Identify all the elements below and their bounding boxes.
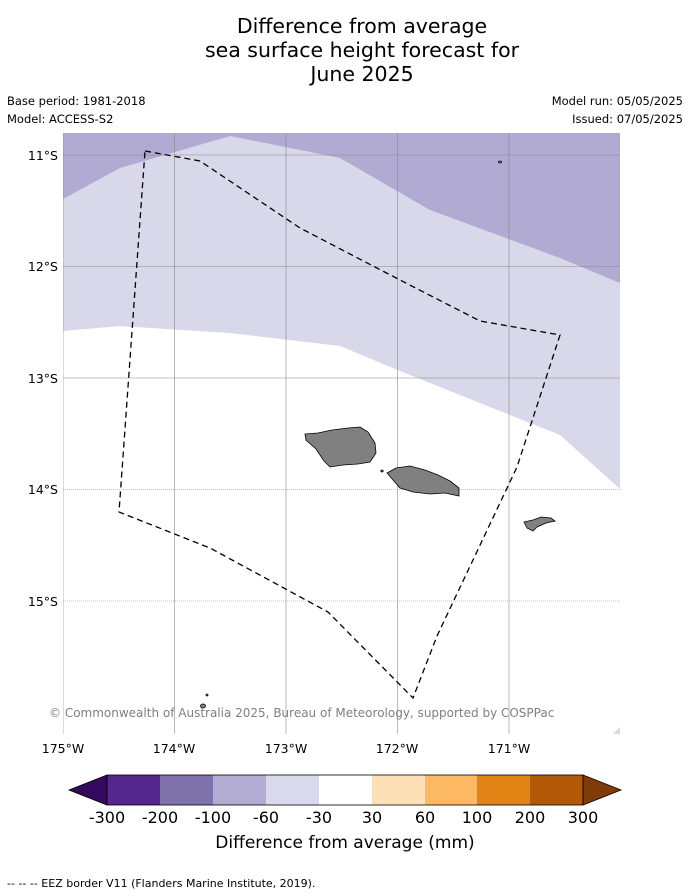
title-line-1: Difference from average xyxy=(236,14,488,38)
title-line-2: sea surface height forecast for xyxy=(204,38,520,62)
colorbar-tick-5: -30 xyxy=(305,808,333,827)
map-corner-mark xyxy=(613,727,620,734)
eez-footnote: -- -- -- EEZ border V11 (Flanders Marine… xyxy=(7,877,316,890)
colorbar-tick-2: -200 xyxy=(141,808,179,827)
colorbar-tick-4: -60 xyxy=(252,808,280,827)
islet-southwest xyxy=(200,703,206,709)
lat-label-12s: 12°S xyxy=(27,259,58,274)
grid-lines xyxy=(63,133,620,734)
chart-title: Difference from average sea surface heig… xyxy=(0,14,690,86)
colorbar-segment-1 xyxy=(107,775,160,805)
colorbar-segment-8 xyxy=(477,775,530,805)
lat-label-13s: 13°S xyxy=(27,371,58,386)
upolu-island xyxy=(386,465,460,497)
colorbar-tick-7: 60 xyxy=(414,808,436,827)
title-line-3: June 2025 xyxy=(310,62,414,86)
lon-label-175w: 175°W xyxy=(41,741,85,756)
lon-label-174w: 174°W xyxy=(152,741,196,756)
band-medium-lavender xyxy=(63,133,620,283)
islet-north xyxy=(498,160,502,164)
colorbar-segment-9 xyxy=(530,775,583,805)
model-name: Model: ACCESS-S2 xyxy=(7,112,114,126)
colorbar xyxy=(67,774,623,806)
savaii-island xyxy=(304,426,377,468)
islands xyxy=(200,160,556,709)
colorbar-tick-3: -100 xyxy=(194,808,232,827)
base-period: Base period: 1981-2018 xyxy=(7,94,146,108)
model-run: Model run: 05/05/2025 xyxy=(551,94,683,108)
meta-left: Base period: 1981-2018 Model: ACCESS-S2 xyxy=(7,94,146,130)
tutuila-island xyxy=(523,516,556,532)
colorbar-tick-9: 200 xyxy=(514,808,546,827)
colorbar-segment-6 xyxy=(372,775,425,805)
map-area xyxy=(63,133,620,734)
colorbar-segment-5 xyxy=(319,775,372,805)
colorbar-tick-1: -300 xyxy=(88,808,126,827)
colorbar-extend-low xyxy=(67,774,108,806)
colorbar-extend-high xyxy=(582,774,623,806)
colorbar-segment-4 xyxy=(266,775,319,805)
copyright-notice: © Commonwealth of Australia 2025, Bureau… xyxy=(49,706,555,720)
colorbar-segment-3 xyxy=(213,775,266,805)
colorbar-segment-7 xyxy=(425,775,477,805)
colorbar-tick-10: 300 xyxy=(567,808,599,827)
lon-label-171w: 171°W xyxy=(487,741,531,756)
lat-label-11s: 11°S xyxy=(27,148,58,163)
colorbar-tick-8: 100 xyxy=(461,808,493,827)
lon-label-173w: 173°W xyxy=(264,741,308,756)
issued-date: Issued: 07/05/2025 xyxy=(572,112,683,126)
islet-channel xyxy=(380,469,384,473)
islet-southwest-2 xyxy=(205,693,209,697)
colorbar-label: Difference from average (mm) xyxy=(215,833,475,853)
colorbar-segment-2 xyxy=(160,775,213,805)
lat-label-14s: 14°S xyxy=(27,482,58,497)
lon-label-172w: 172°W xyxy=(375,741,419,756)
meta-right: Model run: 05/05/2025 Issued: 07/05/2025 xyxy=(552,94,683,130)
lat-label-15s: 15°S xyxy=(27,594,58,609)
colorbar-tick-6: 30 xyxy=(361,808,383,827)
colorbar-frame xyxy=(106,774,584,806)
